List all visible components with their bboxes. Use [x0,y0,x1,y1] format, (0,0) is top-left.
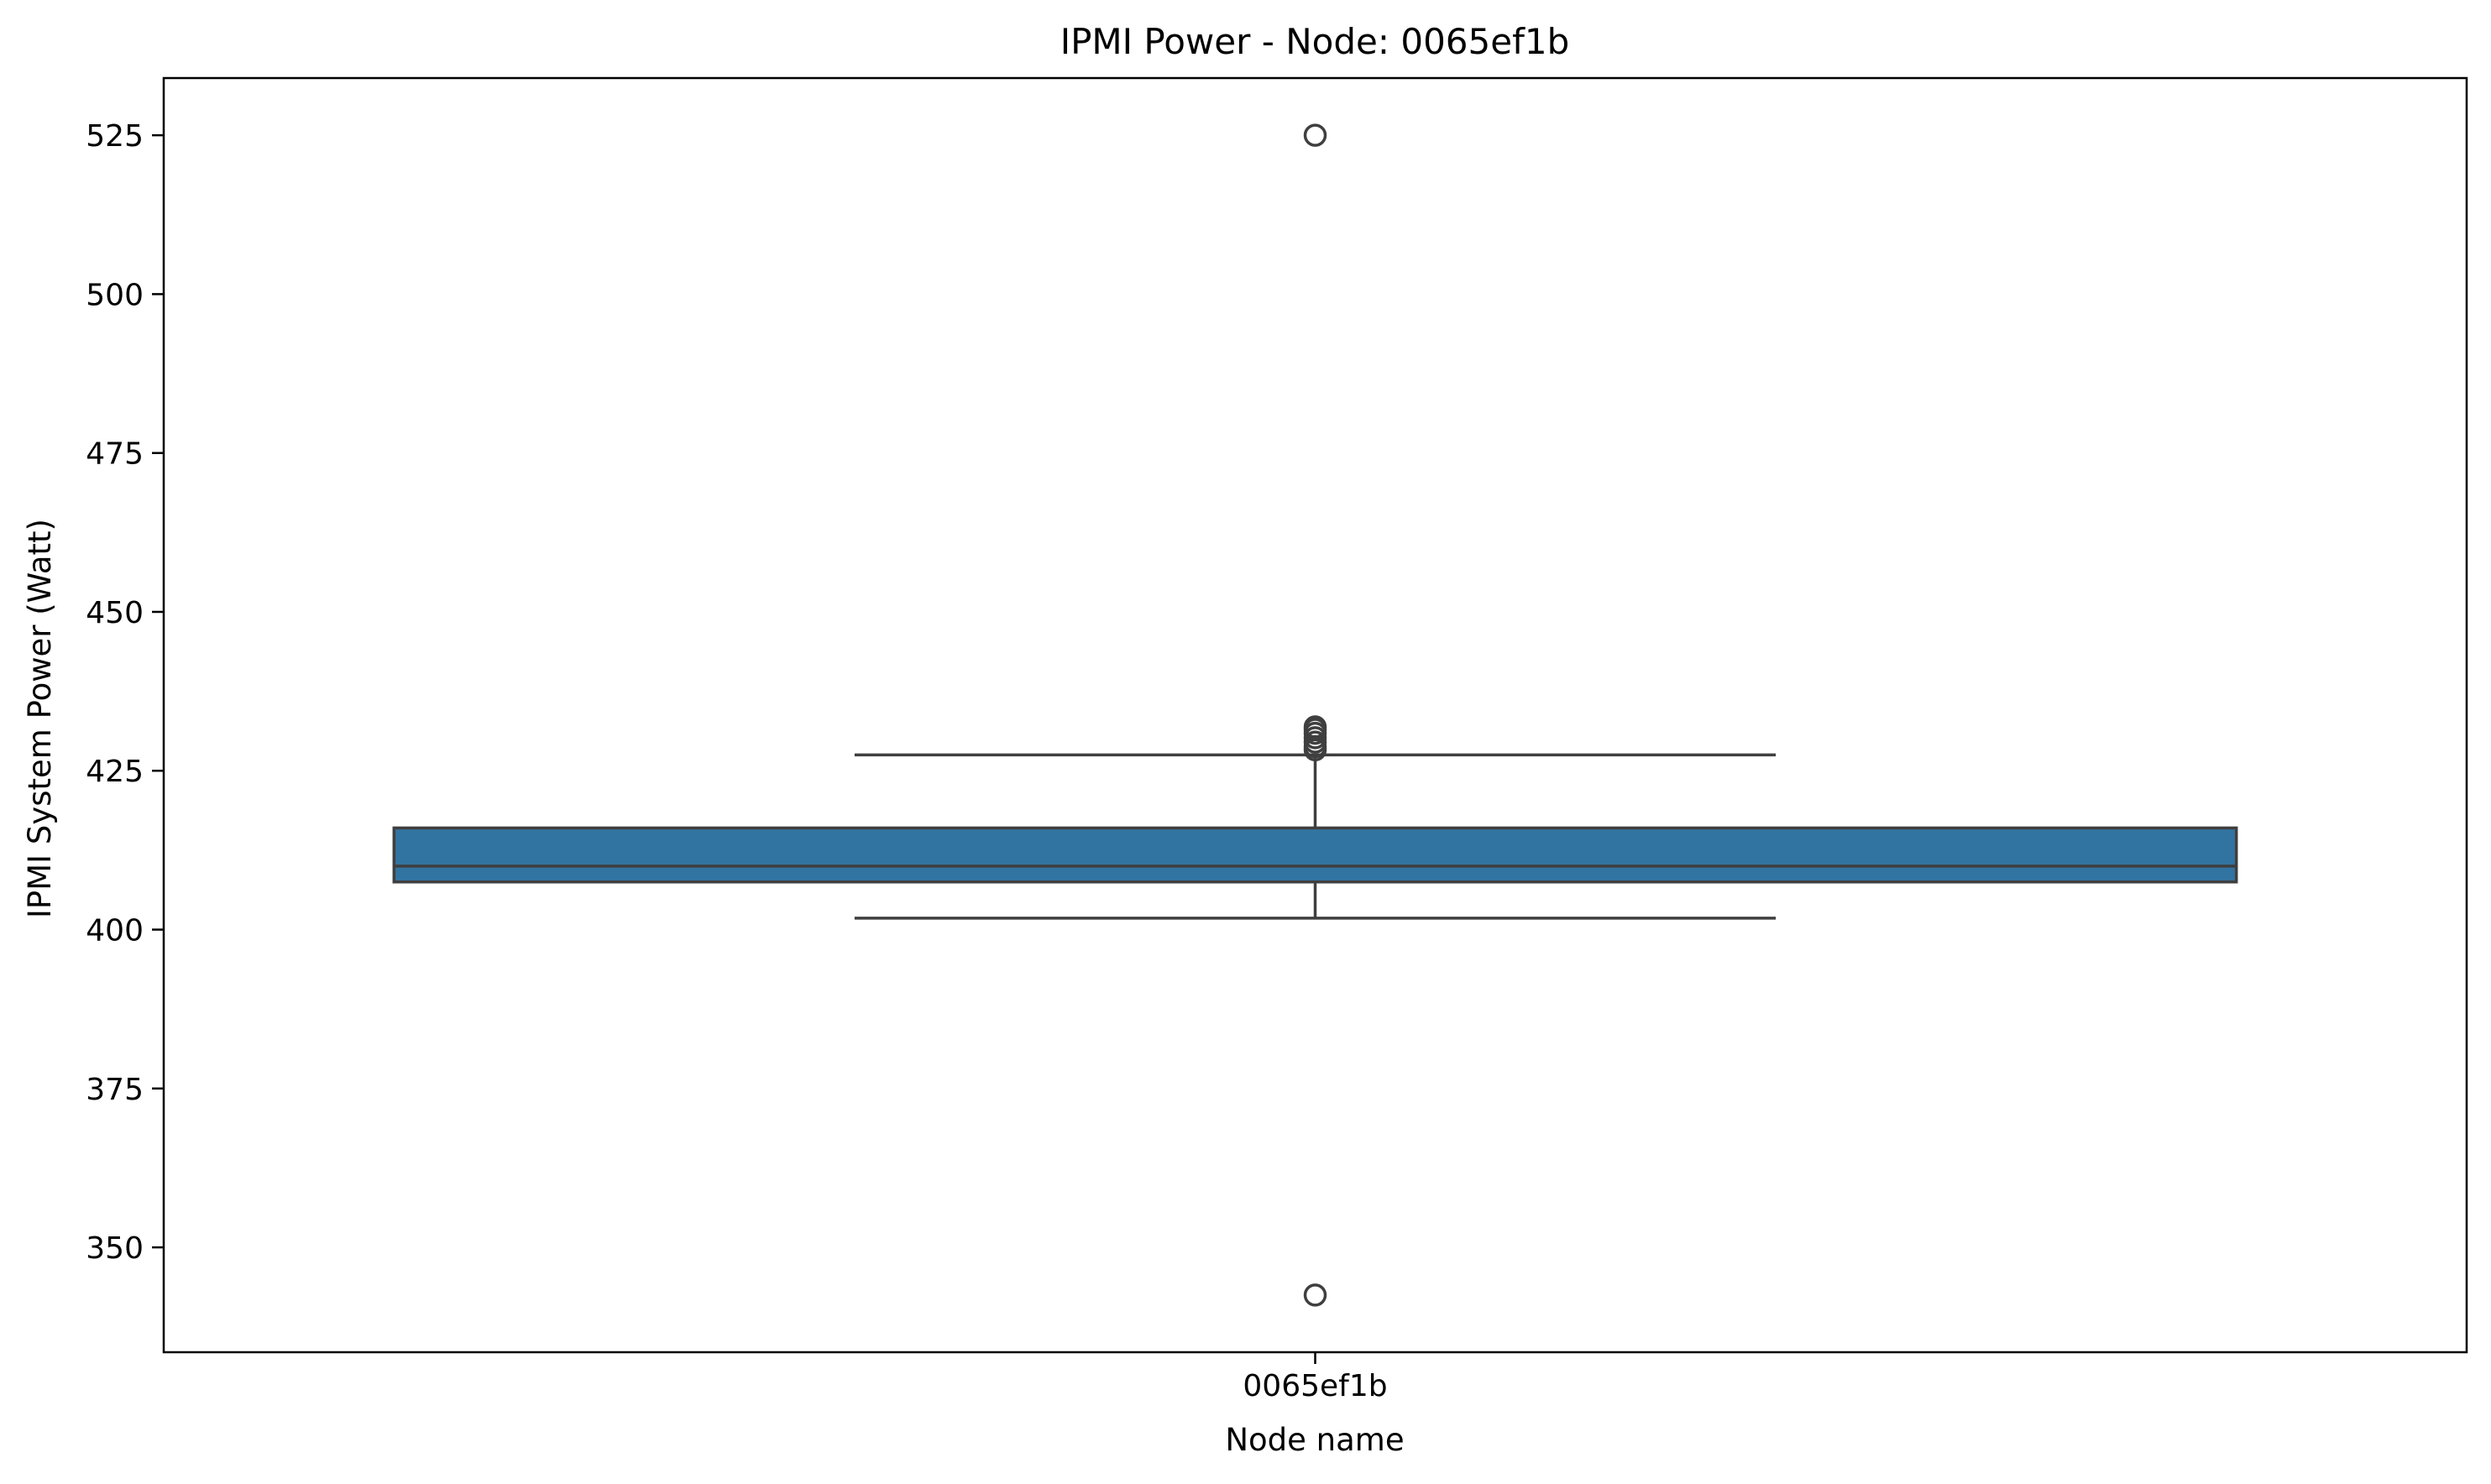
y-tick-label: 500 [86,278,144,312]
outlier-point [1303,123,1327,147]
plot-frame [162,76,2468,1354]
iqr-box [392,826,2238,884]
chart-title: IPMI Power - Node: 0065ef1b [1060,21,1570,62]
y-tick-label: 375 [86,1073,144,1107]
boxes-layer [392,123,2238,1307]
y-axis-label: IPMI System Power (Watt) [22,519,58,918]
y-tick-label: 475 [86,437,144,472]
y-axis: 350 375 400 425 450 475 500 525 [86,119,164,1266]
outlier-point [1303,1283,1327,1307]
x-axis-label: Node name [1225,1422,1404,1458]
y-tick-label: 450 [86,596,144,630]
y-tick-label: 525 [86,119,144,154]
x-tick-label: 0065ef1b [1243,1369,1387,1403]
y-tick-label: 425 [86,755,144,789]
outlier-point [1303,715,1327,739]
y-tick-label: 400 [86,914,144,948]
y-tick-label: 350 [86,1231,144,1266]
x-axis: 0065ef1b [1243,1352,1388,1403]
